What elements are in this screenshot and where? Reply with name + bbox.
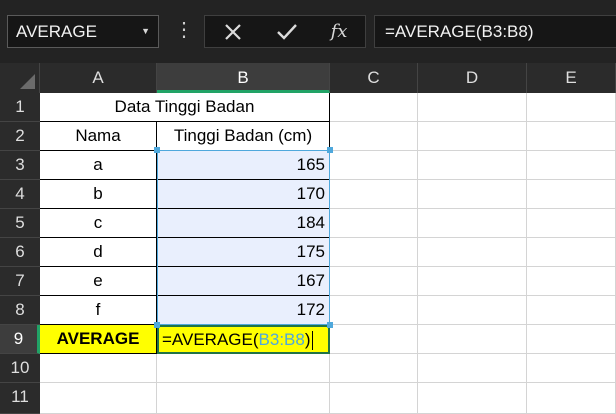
more-options-icon[interactable]: ⋮ — [174, 19, 194, 41]
formula-input[interactable]: =AVERAGE(B3:B8) — [374, 15, 616, 48]
cell-c2[interactable] — [330, 122, 418, 151]
cell-e3[interactable] — [527, 151, 616, 180]
cell-d9[interactable] — [418, 325, 527, 354]
column-header-d[interactable]: D — [418, 63, 527, 93]
cell-d5[interactable] — [418, 209, 527, 238]
cell-a6[interactable]: d — [40, 238, 157, 267]
cell-e11[interactable] — [527, 383, 616, 414]
cell-e1[interactable] — [527, 93, 616, 122]
row-header-6[interactable]: 6 — [0, 238, 40, 267]
row-header-10[interactable]: 10 — [0, 354, 40, 383]
insert-function-icon[interactable]: fx — [330, 21, 348, 42]
range-handle-top-left[interactable] — [154, 147, 160, 153]
cell-e5[interactable] — [527, 209, 616, 238]
cell-e7[interactable] — [527, 267, 616, 296]
formula-bar-area: AVERAGE ▼ ⋮ fx =AVERAGE(B3:B8) — [0, 0, 616, 63]
cell-a11[interactable] — [40, 383, 157, 414]
column-header-c[interactable]: C — [330, 63, 418, 93]
row-header-2[interactable]: 2 — [0, 122, 40, 151]
cell-d6[interactable] — [418, 238, 527, 267]
formula-input-value: =AVERAGE(B3:B8) — [385, 22, 534, 41]
cell-a10[interactable] — [40, 354, 157, 383]
cell-b5[interactable]: 184 — [157, 209, 330, 238]
column-header-e[interactable]: E — [527, 63, 616, 93]
cell-d1[interactable] — [418, 93, 527, 122]
cell-e4[interactable] — [527, 180, 616, 209]
cell-b10[interactable] — [157, 354, 330, 383]
cell-e10[interactable] — [527, 354, 616, 383]
row-header-4[interactable]: 4 — [0, 180, 40, 209]
cell-d7[interactable] — [418, 267, 527, 296]
cancel-icon[interactable] — [213, 16, 253, 47]
select-all-triangle-icon — [20, 74, 35, 89]
enter-check-icon[interactable] — [267, 16, 307, 47]
cell-c7[interactable] — [330, 267, 418, 296]
cell-c6[interactable] — [330, 238, 418, 267]
cell-c5[interactable] — [330, 209, 418, 238]
formula-prefix: =AVERAGE( — [162, 330, 259, 349]
cell-d2[interactable] — [418, 122, 527, 151]
column-header-a[interactable]: A — [40, 63, 157, 93]
chevron-down-icon[interactable]: ▼ — [141, 26, 150, 36]
cell-d8[interactable] — [418, 296, 527, 325]
text-cursor — [311, 331, 313, 351]
cell-b11[interactable] — [157, 383, 330, 414]
formula-controls: fx — [204, 15, 366, 48]
cell-e8[interactable] — [527, 296, 616, 325]
cell-b9-editing[interactable]: =AVERAGE(B3:B8) — [157, 325, 330, 354]
cell-b3[interactable]: 165 — [157, 151, 330, 180]
cell-c11[interactable] — [330, 383, 418, 414]
cell-d3[interactable] — [418, 151, 527, 180]
formula-range-ref: B3:B8 — [258, 330, 305, 349]
select-all-corner[interactable] — [0, 63, 40, 93]
cell-d10[interactable] — [418, 354, 527, 383]
cell-c1[interactable] — [330, 93, 418, 122]
row-header-5[interactable]: 5 — [0, 209, 40, 238]
cell-a9[interactable]: AVERAGE — [40, 325, 157, 354]
cell-e9[interactable] — [527, 325, 616, 354]
row-header-11[interactable]: 11 — [0, 383, 40, 414]
row-header-1[interactable]: 1 — [0, 93, 40, 122]
cell-a2[interactable]: Nama — [40, 122, 157, 151]
cell-d4[interactable] — [418, 180, 527, 209]
range-handle-top-right[interactable] — [327, 147, 333, 153]
cell-c10[interactable] — [330, 354, 418, 383]
cell-c8[interactable] — [330, 296, 418, 325]
cell-c3[interactable] — [330, 151, 418, 180]
cell-c9[interactable] — [330, 325, 418, 354]
range-handle-bottom-right[interactable] — [327, 322, 333, 328]
cell-a1-merged[interactable]: Data Tinggi Badan — [40, 93, 330, 122]
cell-b8[interactable]: 172 — [157, 296, 330, 325]
formula-suffix: ) — [304, 330, 311, 349]
row-header-8[interactable]: 8 — [0, 296, 40, 325]
cell-b6[interactable]: 175 — [157, 238, 330, 267]
column-header-b[interactable]: B — [157, 63, 330, 93]
cell-e2[interactable] — [527, 122, 616, 151]
cell-a5[interactable]: c — [40, 209, 157, 238]
cell-b2[interactable]: Tinggi Badan (cm) — [157, 122, 330, 151]
name-box-value: AVERAGE — [16, 22, 97, 41]
name-box[interactable]: AVERAGE ▼ — [7, 15, 159, 48]
cell-b4[interactable]: 170 — [157, 180, 330, 209]
cell-a7[interactable]: e — [40, 267, 157, 296]
cell-a3[interactable]: a — [40, 151, 157, 180]
cell-c4[interactable] — [330, 180, 418, 209]
row-header-7[interactable]: 7 — [0, 267, 40, 296]
cell-a4[interactable]: b — [40, 180, 157, 209]
row-header-9[interactable]: 9 — [0, 325, 40, 354]
cell-b7[interactable]: 167 — [157, 267, 330, 296]
range-handle-bottom-left[interactable] — [154, 322, 160, 328]
cell-e6[interactable] — [527, 238, 616, 267]
cell-d11[interactable] — [418, 383, 527, 414]
cell-a8[interactable]: f — [40, 296, 157, 325]
row-header-3[interactable]: 3 — [0, 151, 40, 180]
